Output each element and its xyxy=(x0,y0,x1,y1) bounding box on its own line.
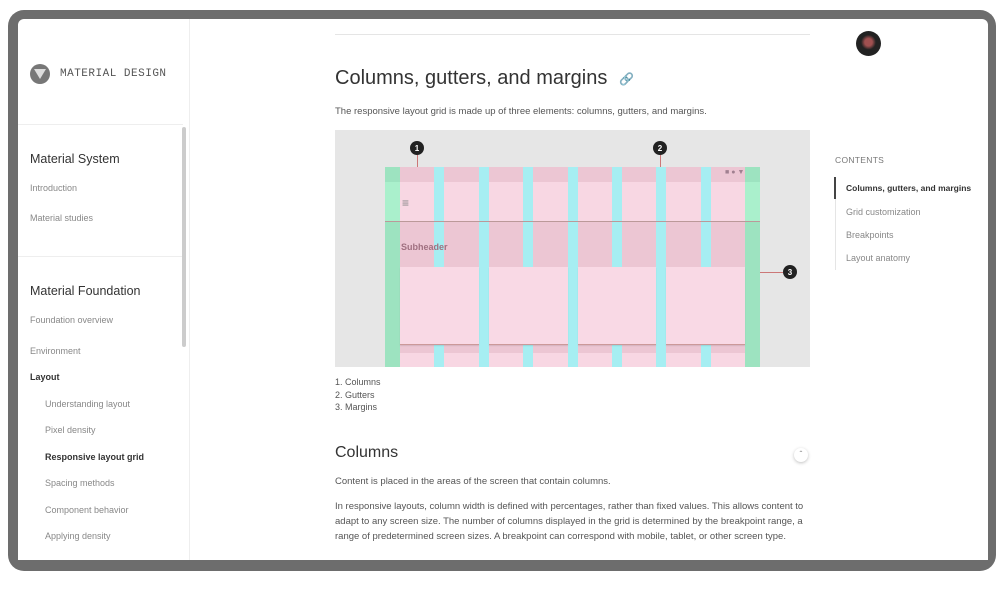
brand-name: MATERIAL DESIGN xyxy=(60,68,167,80)
status-bar-band xyxy=(577,167,612,182)
toc-item-breakpoints[interactable]: Breakpoints xyxy=(846,230,894,240)
card xyxy=(400,267,479,345)
sidebar: MATERIAL DESIGN Material System Introduc… xyxy=(18,19,190,560)
toc-item-layout-anatomy[interactable]: Layout anatomy xyxy=(846,253,911,263)
sidebar-item-material-studies[interactable]: Material studies xyxy=(30,213,94,223)
subheader-band xyxy=(710,222,746,267)
sidebar-item-environment[interactable]: Environment xyxy=(30,346,81,356)
status-bar-band xyxy=(533,167,568,182)
section-material-system[interactable]: Material System xyxy=(30,152,120,166)
subheader-band xyxy=(488,222,524,267)
status-bar-band xyxy=(444,167,479,182)
marker-1: 1 xyxy=(410,141,424,155)
card-gap-band xyxy=(444,345,479,353)
sidebar-item-pixel-density[interactable]: Pixel density xyxy=(45,425,96,435)
sidebar-item-responsive-layout-grid[interactable]: Responsive layout grid xyxy=(45,452,145,462)
gutter xyxy=(567,167,578,367)
sidebar-item-layout[interactable]: Layout xyxy=(30,372,60,382)
material-logo-icon xyxy=(30,64,50,84)
logo[interactable]: MATERIAL DESIGN xyxy=(30,64,167,84)
sidebar-item-introduction[interactable]: Introduction xyxy=(30,183,78,193)
gutter xyxy=(478,167,489,367)
toc-active-indicator xyxy=(834,177,836,199)
app-bar-margin-right xyxy=(745,182,760,222)
card xyxy=(577,267,657,345)
status-bar-band xyxy=(666,167,701,182)
status-bar-band xyxy=(710,167,746,182)
legend-columns: 1. Columns xyxy=(335,377,381,387)
divider xyxy=(18,124,183,125)
sidebar-item-applying-density[interactable]: Applying density xyxy=(45,531,111,541)
marker-2: 2 xyxy=(653,141,667,155)
toc-item-grid-customization[interactable]: Grid customization xyxy=(846,207,921,217)
card-gap-band xyxy=(710,345,746,353)
toc-title: CONTENTS xyxy=(835,155,885,165)
subheader-band xyxy=(622,222,657,267)
status-bar-band xyxy=(622,167,657,182)
sidebar-item-spacing-methods[interactable]: Spacing methods xyxy=(45,478,115,488)
columns-paragraph-1: Content is placed in the areas of the sc… xyxy=(335,476,611,487)
status-bar-band xyxy=(488,167,524,182)
section-material-foundation[interactable]: Material Foundation xyxy=(30,284,141,298)
sidebar-scrollbar[interactable] xyxy=(182,127,186,347)
card-gap-band xyxy=(577,345,612,353)
subheader-text: Subheader xyxy=(401,242,448,252)
legend-gutters: 2. Gutters xyxy=(335,389,375,400)
device-mockup: ≡ Subheader ■●▼ xyxy=(385,167,760,367)
status-icons: ■●▼ xyxy=(725,169,747,176)
subheader-band xyxy=(444,222,479,267)
menu-icon: ≡ xyxy=(402,196,410,210)
subheader-band xyxy=(577,222,612,267)
layout-grid-diagram: ≡ Subheader ■●▼ 1 2 3 xyxy=(335,130,810,367)
card-gap-band xyxy=(666,345,701,353)
divider xyxy=(335,34,810,35)
intro-text: The responsive layout grid is made up of… xyxy=(335,106,707,117)
app-bar-divider xyxy=(385,221,760,222)
browser-screen: MATERIAL DESIGN Material System Introduc… xyxy=(18,19,988,560)
card-gap-band xyxy=(400,345,435,353)
gutter xyxy=(656,167,667,367)
section-title: Columns xyxy=(335,444,399,461)
status-bar-band xyxy=(400,167,435,182)
marker-line xyxy=(660,155,661,167)
subheader-band xyxy=(400,222,435,267)
sidebar-item-component-behavior[interactable]: Component behavior xyxy=(45,505,129,515)
divider xyxy=(18,256,183,257)
user-avatar[interactable] xyxy=(856,31,881,56)
card-gap-band xyxy=(488,345,524,353)
marker-line xyxy=(417,155,418,167)
sidebar-item-foundation-overview[interactable]: Foundation overview xyxy=(30,315,114,325)
marker-3: 3 xyxy=(783,265,797,279)
collapse-chevron-up-icon[interactable]: ˆ xyxy=(794,448,808,462)
card xyxy=(488,267,568,345)
toc-rail xyxy=(835,177,836,270)
subheader-band xyxy=(666,222,701,267)
marker-line xyxy=(760,272,783,273)
card-gap-band xyxy=(622,345,657,353)
link-icon[interactable]: 🔗 xyxy=(619,71,635,86)
page-title: Columns, gutters, and margins xyxy=(335,67,608,89)
subheader-band xyxy=(533,222,568,267)
toc-item-columns[interactable]: Columns, gutters, and margins xyxy=(846,183,972,193)
legend-margins: 3. Margins xyxy=(335,402,378,412)
columns-paragraph-2: In responsive layouts, column width is d… xyxy=(335,501,804,542)
card-gap-band xyxy=(533,345,568,353)
app-bar-margin-left xyxy=(385,182,400,222)
sidebar-item-understanding-layout[interactable]: Understanding layout xyxy=(45,399,131,409)
card xyxy=(666,267,746,345)
